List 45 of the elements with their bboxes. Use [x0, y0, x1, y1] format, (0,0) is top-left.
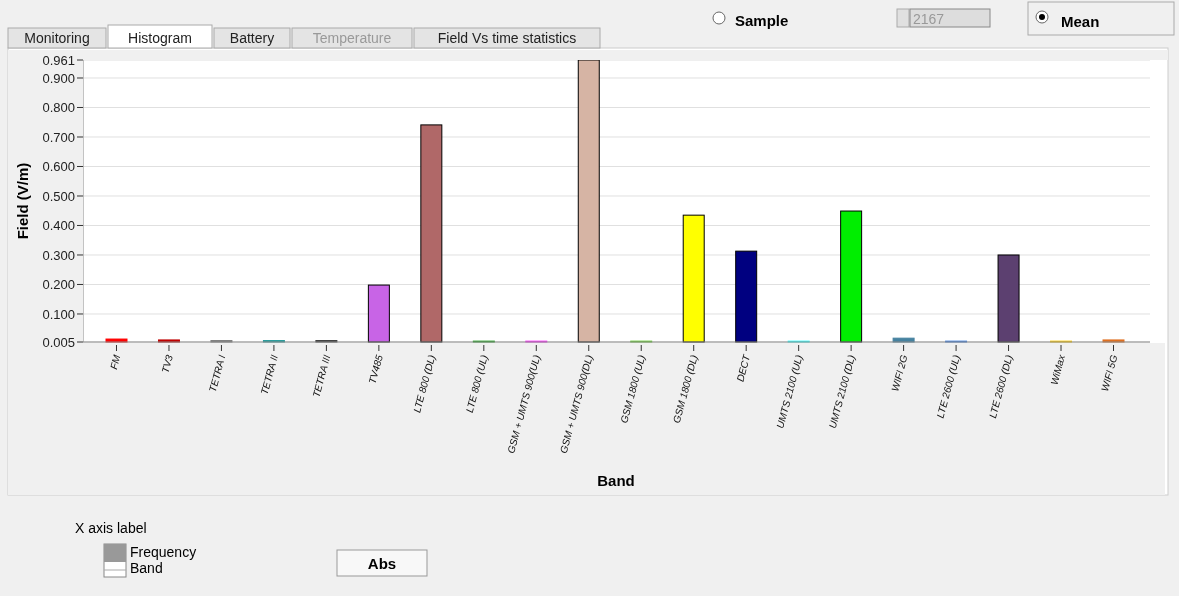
tab: Temperature — [291, 27, 413, 49]
x-tick-label: GSM 1800 (UL) — [618, 353, 648, 425]
y-tick-label: 0.400 — [42, 218, 75, 234]
x-tick-label: TV485 — [366, 353, 385, 385]
x-tick-label: LTE 2600 (UL) — [934, 353, 963, 420]
y-tick-label: 0.700 — [42, 129, 75, 145]
y-tick-label: 0.100 — [42, 306, 75, 322]
x-axis-title: Band — [597, 472, 635, 489]
y-tick-label: 0.005 — [42, 334, 75, 350]
x-tick-label: UMTS 2100 (DL) — [826, 353, 858, 430]
x-tick-label: GSM 1800 (DL) — [670, 353, 700, 425]
x-tick-label: LTE 800 (UL) — [463, 353, 490, 414]
x-tick-label: DECT — [734, 352, 753, 383]
x-tick-label: TETRA I — [206, 353, 228, 394]
tab: Monitoring — [7, 27, 107, 49]
text: Frequency — [130, 544, 197, 560]
x-tick-label: WiMax — [1048, 352, 1068, 386]
y-tick-label: 0.900 — [42, 70, 75, 86]
x-tick-label: GSM + UMTS 900(DL) — [557, 353, 595, 455]
y-tick-label: 0.961 — [42, 52, 75, 68]
y-tick-label: 0.600 — [42, 159, 75, 175]
text: Mean — [1061, 13, 1100, 30]
tab: Field Vs time statistics — [413, 27, 601, 49]
text: Abs — [367, 555, 397, 572]
x-tick-label: TETRA II — [258, 353, 280, 396]
text: 2167 — [913, 11, 945, 27]
x-tick-label: TETRA III — [310, 353, 333, 399]
text: X axis label — [75, 520, 147, 536]
x-tick-label: LTE 2600 (DL) — [987, 353, 1015, 420]
x-tick-label: TV3 — [159, 353, 176, 375]
y-tick-label: 0.200 — [42, 277, 75, 293]
y-tick-label: 0.300 — [42, 247, 75, 263]
text: Sample — [735, 12, 789, 29]
y-tick-label: 0.500 — [42, 188, 75, 204]
x-tick-label: FM — [108, 353, 123, 371]
tab: Histogram — [107, 24, 213, 49]
text: Band — [130, 560, 163, 576]
tab: Battery — [213, 27, 291, 49]
x-tick-label: WIFI 5G — [1099, 353, 1120, 393]
x-tick-label: WIFI 2G — [889, 353, 910, 393]
y-axis-title: Field (V/m) — [14, 162, 31, 240]
y-tick-label: 0.800 — [42, 100, 75, 116]
x-tick-label: UMTS 2100 (UL) — [774, 353, 805, 430]
x-tick-label: GSM + UMTS 900(UL) — [505, 353, 543, 455]
x-tick-label: LTE 800 (DL) — [411, 353, 438, 414]
